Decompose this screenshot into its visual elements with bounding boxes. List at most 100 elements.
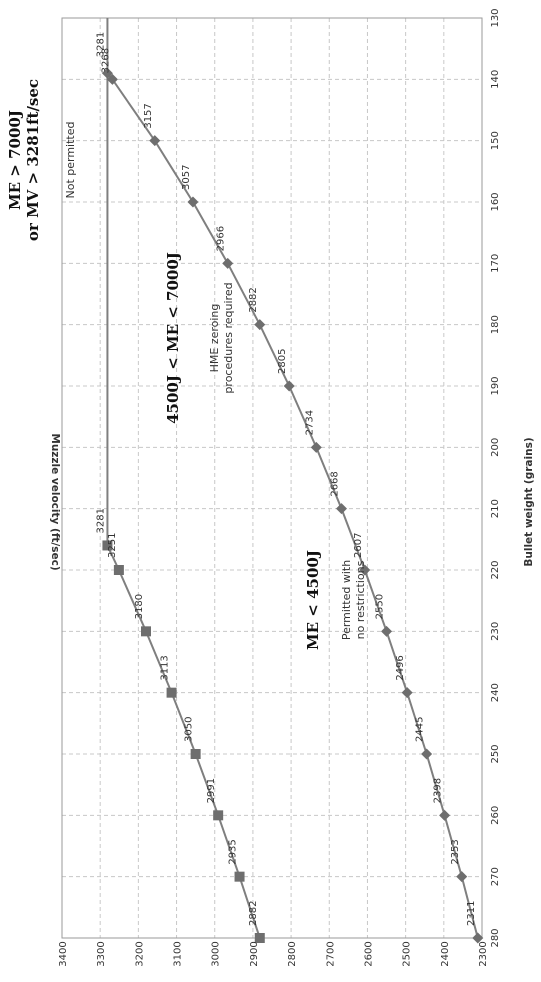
data-point-diamond <box>222 257 234 269</box>
series-markers <box>101 67 484 944</box>
series-line <box>106 72 479 939</box>
data-label: 3157 <box>143 103 154 128</box>
tick-label-weight: 210 <box>490 499 501 518</box>
data-label: 2882 <box>248 287 259 312</box>
annotation-permitted-note1: Permitted with <box>340 560 353 640</box>
tick-label-weight: 190 <box>490 376 501 395</box>
tick-label-weight: 180 <box>490 315 501 334</box>
data-label: 3251 <box>107 533 118 558</box>
tick-label-velocity: 2900 <box>249 941 260 966</box>
tick-label-velocity: 2800 <box>287 941 298 966</box>
data-point-diamond <box>335 503 347 515</box>
data-label: 2353 <box>450 839 461 864</box>
data-label: 2966 <box>216 226 227 251</box>
data-point-diamond <box>310 441 322 453</box>
data-point-diamond <box>283 380 295 392</box>
data-point-square <box>190 749 201 759</box>
data-label: 2496 <box>395 655 406 680</box>
tick-label-weight: 170 <box>490 254 501 273</box>
tick-label-weight: 230 <box>490 622 501 641</box>
data-label: 3281 <box>95 32 106 57</box>
data-point-square <box>166 687 177 698</box>
tick-label-weight: 270 <box>490 867 501 886</box>
data-point-diamond <box>359 564 371 576</box>
annotation-hme-zeroing: 4500J < ME < 7000J HME zeroing procedure… <box>164 252 235 424</box>
tick-labels: 2300 2400 2500 2600 2700 2800 2900 3000 3100 3200… <box>58 8 501 966</box>
tick-label-velocity: 3300 <box>96 941 107 966</box>
tick-label-velocity: 2300 <box>478 941 489 966</box>
data-label: 2882 <box>248 901 259 926</box>
data-label: 2734 <box>304 410 315 435</box>
tick-label-weight: 140 <box>490 70 501 89</box>
data-label: 3057 <box>181 165 192 190</box>
data-label: 2805 <box>277 349 288 374</box>
tick-label-velocity: 3400 <box>58 941 69 966</box>
data-point-diamond <box>472 932 484 944</box>
data-point-diamond <box>421 748 433 760</box>
tick-label-weight: 130 <box>490 8 501 27</box>
data-point-diamond <box>187 196 199 208</box>
data-label: 3113 <box>160 655 171 680</box>
data-label: 3180 <box>134 594 145 619</box>
annotation-permitted: ME < 4500J Permitted with no restriction… <box>304 550 367 650</box>
data-point-square <box>141 626 151 637</box>
annotation-hme-zeroing-line1: 4500J < ME < 7000J <box>164 252 182 424</box>
data-label: 2668 <box>329 471 340 496</box>
tick-label-weight: 280 <box>490 928 501 947</box>
data-point-diamond <box>381 625 393 637</box>
tick-label-velocity: 2500 <box>402 941 413 966</box>
x-axis-title: Bullet weight (grains) <box>523 437 535 566</box>
data-point-diamond <box>254 319 266 331</box>
series-line <box>106 545 261 939</box>
tick-label-velocity: 2400 <box>440 941 451 966</box>
tick-label-weight: 220 <box>490 560 501 579</box>
data-point-square <box>213 810 224 821</box>
tick-label-velocity: 2600 <box>363 941 374 966</box>
data-point-diamond <box>106 73 118 85</box>
y-axis-title: Muzzle velocity (ft/sec) <box>49 433 61 570</box>
plot-frame <box>61 17 483 939</box>
data-point-square <box>234 871 245 882</box>
tick-label-velocity: 3000 <box>211 941 222 966</box>
data-label: 3268 <box>100 48 111 73</box>
data-point-square <box>102 540 113 551</box>
tick-label-weight: 240 <box>490 683 501 702</box>
data-point-diamond <box>439 809 451 821</box>
annotation-permitted-note2: no restrictions <box>354 560 367 639</box>
data-label: 2607 <box>353 533 364 558</box>
data-point-diamond <box>149 135 161 147</box>
data-label: 2991 <box>206 778 217 803</box>
data-label: 2445 <box>415 717 426 742</box>
plot-border <box>61 17 483 939</box>
data-point-square <box>254 933 265 943</box>
annotation-not-permitted-note: Not permitted <box>64 122 77 199</box>
tick-label-weight: 260 <box>490 806 501 825</box>
data-point-diamond <box>101 67 113 79</box>
data-labels: 3281326831573057296628822805273426682607… <box>95 32 476 926</box>
annotation-hme-zeroing-note1: HME zeroing <box>208 304 221 373</box>
data-label: 3050 <box>184 717 195 742</box>
annotation-not-permitted-line2: or MV > 3281ft/sec <box>24 79 42 241</box>
data-label: 2935 <box>228 839 239 864</box>
annotation-not-permitted: ME > 7000J or MV > 3281ft/sec Not permit… <box>6 79 77 241</box>
tick-label-weight: 200 <box>490 438 501 457</box>
tick-label-weight: 250 <box>490 744 501 763</box>
data-point-square <box>113 565 124 575</box>
grid-layer <box>61 17 483 939</box>
data-label: 3281 <box>95 508 106 533</box>
data-label: 2311 <box>466 901 477 926</box>
annotation-not-permitted-line1: ME > 7000J <box>6 110 24 210</box>
tick-label-weight: 160 <box>490 192 501 211</box>
annotation-hme-zeroing-note2: procedures required <box>222 282 235 393</box>
data-point-diamond <box>401 687 413 699</box>
data-label: 2550 <box>375 594 386 619</box>
tick-label-velocity: 2700 <box>325 941 336 966</box>
tick-label-velocity: 3100 <box>173 941 184 966</box>
data-label: 2398 <box>433 778 444 803</box>
tick-label-velocity: 3200 <box>134 941 145 966</box>
annotation-permitted-line1: ME < 4500J <box>304 550 322 650</box>
data-point-diamond <box>456 871 468 883</box>
tick-label-weight: 150 <box>490 131 501 150</box>
series-lines <box>106 18 479 939</box>
